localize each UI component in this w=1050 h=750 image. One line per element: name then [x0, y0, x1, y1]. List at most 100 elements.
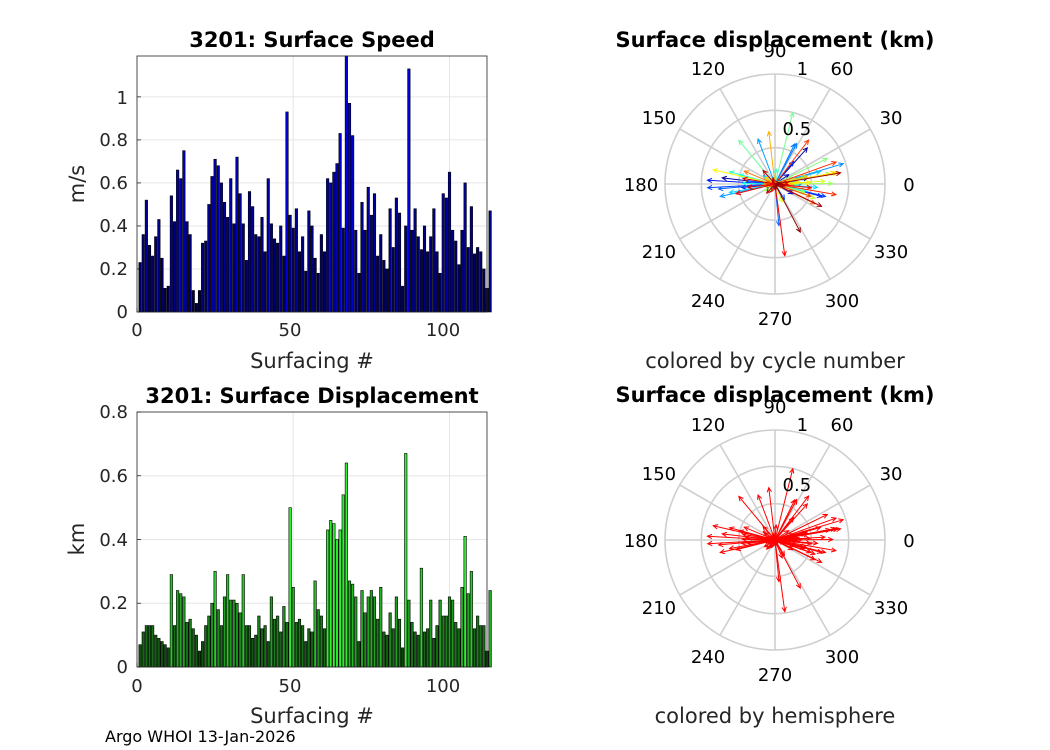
displacement-bar [441, 615, 445, 668]
speed-bar [144, 199, 148, 313]
speed-bar [291, 227, 295, 313]
polar-cycle-arrowhead [741, 180, 748, 187]
speed-bar [476, 247, 480, 313]
polar-cycle-arrowhead [781, 250, 787, 257]
speed-bar [438, 272, 442, 313]
polar-hemisphere-arrowhead [806, 540, 813, 546]
polar-hemisphere-spoke [774, 484, 871, 541]
polar-cycle-arrow [735, 183, 776, 195]
polar-cycle-arrowhead [762, 174, 769, 181]
speed-bar [179, 178, 183, 313]
polar-cycle-arrowhead [816, 192, 823, 198]
polar-cycle-arrowhead [746, 184, 753, 190]
displacement-xtick-label: 100 [426, 676, 460, 697]
polar-hemisphere-arrowhead [717, 541, 724, 548]
polar-cycle-angle-label: 330 [874, 242, 908, 263]
polar-cycle-arrowhead [783, 173, 790, 180]
speed-bar [372, 193, 377, 313]
polar-hemisphere-arrowhead [706, 540, 713, 547]
polar-hemisphere-angle-label: 210 [642, 598, 676, 619]
speed-bar [338, 133, 342, 313]
displacement-bar [304, 641, 308, 668]
polar-hemisphere-radius-label: 1 [797, 415, 808, 436]
speed-bar [238, 193, 242, 313]
displacement-bar [369, 590, 373, 668]
polar-cycle-arrowhead [721, 175, 728, 182]
speed-bar [326, 178, 330, 313]
displacement-bar [182, 596, 186, 668]
polar-cycle-arrow [774, 172, 841, 185]
polar-cycle-spoke [679, 128, 776, 185]
polar-hemisphere-angle-label: 180 [624, 531, 658, 552]
speed-ytick-label: 1 [117, 88, 128, 109]
displacement-bar [454, 622, 458, 668]
speed-bar [329, 182, 333, 313]
displacement-bar [301, 625, 305, 668]
polar-hemisphere-arrow [774, 539, 786, 612]
polar-hemisphere-arrow [768, 487, 776, 541]
speed-bar [263, 251, 267, 313]
displacement-bar [382, 631, 386, 668]
displacement-bar [413, 631, 417, 668]
displacement-bar [285, 622, 289, 668]
polar-hemisphere-arrowhead [812, 540, 819, 546]
displacement-bar [338, 529, 342, 668]
polar-hemisphere-angle-label: 60 [831, 415, 854, 436]
polar-hemisphere-title: Surface displacement (km) [615, 383, 934, 407]
speed-bar [422, 225, 427, 313]
speed-bar [226, 217, 230, 313]
polar-hemisphere-arrowhead [822, 513, 829, 519]
polar-hemisphere-arrowhead [775, 537, 782, 543]
displacement-bar [354, 596, 358, 668]
polar-cycle-arrow [747, 183, 776, 188]
polar-hemisphere-arrowhead [835, 527, 842, 533]
polar-hemisphere-arrow [774, 528, 841, 541]
speed-bar [426, 251, 430, 313]
displacement-bar [144, 625, 148, 668]
speed-bar [304, 270, 308, 313]
polar-hemisphere-arrow [742, 533, 776, 541]
polar-hemisphere-arrowhead [816, 548, 823, 554]
polar-cycle-arrowhead [835, 171, 842, 177]
displacement-bar [141, 631, 145, 668]
speed-bar [488, 210, 492, 313]
displacement-bar [447, 596, 452, 668]
speed-bar [472, 253, 477, 313]
speed-bar [460, 229, 464, 313]
polar-cycle-arrowhead [712, 168, 719, 174]
speed-bar [322, 251, 327, 313]
polar-cycle-radius-label: 1 [797, 59, 808, 80]
polar-cycle-angle-label: 120 [691, 59, 725, 80]
polar-hemisphere-arrowhead [803, 495, 810, 502]
displacement-bar [222, 596, 227, 668]
polar-hemisphere-spoke [774, 444, 831, 541]
polar-hemisphere-arrows [706, 467, 845, 613]
displacement-bar [372, 596, 377, 668]
displacement-bar [401, 647, 405, 668]
speed-bar [285, 111, 289, 313]
polar-hemisphere-arrowhead [820, 548, 827, 555]
polar-cycle-arrowhead [766, 130, 772, 137]
polar-hemisphere-arrowhead [783, 529, 790, 536]
polar-cycle-arrowhead [822, 157, 829, 163]
displacement-bar [229, 599, 233, 668]
displacement-bar [422, 631, 427, 668]
displacement-bar [351, 583, 355, 668]
polar-cycle-angle-label: 300 [825, 291, 859, 312]
polar-hemisphere-arrowhead [795, 583, 801, 590]
speed-bar [147, 245, 152, 313]
polar-hemisphere-arrow [757, 494, 776, 541]
polar-hemisphere-arrowhead [789, 467, 795, 474]
polar-hemisphere-arrowhead [781, 606, 787, 613]
speed-bar [382, 260, 386, 313]
speed-bar [379, 234, 383, 313]
speed-bar [388, 208, 392, 313]
polar-hemisphere-arrowhead [805, 535, 812, 542]
speed-bar [169, 195, 173, 313]
speed-bar [294, 208, 298, 313]
speed-bar [366, 186, 370, 313]
polar-cycle-arrow [774, 183, 822, 207]
speed-bar [307, 210, 311, 313]
speed-bar [360, 201, 364, 313]
speed-bar [435, 251, 439, 313]
